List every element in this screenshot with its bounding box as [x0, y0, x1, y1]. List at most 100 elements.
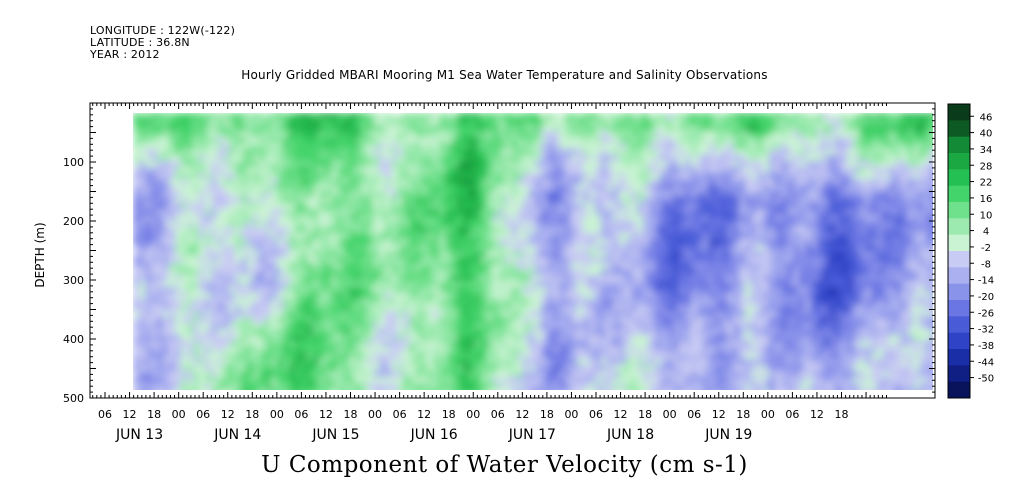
field-cell [463, 377, 470, 384]
field-cell [763, 299, 770, 306]
field-cell [403, 317, 410, 324]
field-cell [751, 281, 758, 288]
field-cell [445, 347, 452, 354]
field-cell [577, 113, 584, 120]
field-cell [265, 131, 272, 138]
field-cell [157, 365, 164, 372]
field-cell [757, 269, 764, 276]
field-cell [241, 353, 248, 360]
field-cell [505, 215, 512, 222]
field-cell [625, 317, 632, 324]
field-cell [169, 365, 176, 372]
field-cell [145, 305, 152, 312]
field-cell [451, 347, 458, 354]
field-cell [667, 377, 674, 384]
field-cell [439, 263, 446, 270]
field-cell [157, 353, 164, 360]
field-cell [553, 167, 560, 174]
field-cell [157, 119, 164, 126]
field-cell [289, 221, 296, 228]
field-cell [277, 371, 284, 378]
field-cell [235, 371, 242, 378]
field-cell [457, 215, 464, 222]
field-cell [307, 155, 314, 162]
field-cell [193, 251, 200, 258]
field-cell [583, 251, 590, 258]
field-cell [565, 179, 572, 186]
field-cell [313, 317, 320, 324]
field-cell [481, 281, 488, 288]
field-cell [199, 251, 206, 258]
field-cell [259, 173, 266, 180]
field-cell [685, 185, 692, 192]
field-cell [613, 173, 620, 180]
field-cell [289, 119, 296, 126]
field-cell [649, 251, 656, 258]
field-cell [607, 383, 614, 390]
field-cell [655, 275, 662, 282]
field-cell [691, 389, 698, 390]
field-cell [241, 359, 248, 366]
field-cell [631, 209, 638, 216]
field-cell [343, 185, 350, 192]
field-cell [163, 251, 170, 258]
field-cell [157, 239, 164, 246]
field-cell [259, 269, 266, 276]
field-cell [559, 125, 566, 132]
field-cell [715, 347, 722, 354]
field-cell [517, 281, 524, 288]
field-cell [487, 197, 494, 204]
field-cell [181, 269, 188, 276]
field-cell [277, 209, 284, 216]
field-cell [205, 317, 212, 324]
field-cell [331, 317, 338, 324]
field-cell [259, 239, 266, 246]
field-cell [487, 317, 494, 324]
field-cell [265, 143, 272, 150]
field-cell [439, 329, 446, 336]
field-cell [625, 137, 632, 144]
field-cell [145, 215, 152, 222]
field-cell [133, 323, 140, 330]
field-cell [763, 359, 770, 366]
field-cell [661, 347, 668, 354]
field-cell [619, 287, 626, 294]
chart-title: Hourly Gridded MBARI Mooring M1 Sea Wate… [241, 68, 768, 82]
field-cell [247, 191, 254, 198]
field-cell [367, 227, 374, 234]
field-cell [487, 299, 494, 306]
field-cell [301, 371, 308, 378]
field-cell [139, 311, 146, 318]
field-cell [739, 269, 746, 276]
field-cell [745, 191, 752, 198]
field-cell [421, 125, 428, 132]
field-cell [757, 197, 764, 204]
field-cell [349, 185, 356, 192]
field-cell [499, 143, 506, 150]
field-cell [283, 113, 290, 120]
field-cell [151, 155, 158, 162]
field-cell [607, 365, 614, 372]
field-cell [505, 173, 512, 180]
field-cell [427, 353, 434, 360]
field-cell [601, 143, 608, 150]
field-cell [145, 377, 152, 384]
field-cell [709, 377, 716, 384]
field-cell [673, 365, 680, 372]
field-cell [745, 257, 752, 264]
field-cell [535, 191, 542, 198]
field-cell [373, 317, 380, 324]
field-cell [547, 275, 554, 282]
field-cell [403, 347, 410, 354]
field-cell [343, 305, 350, 312]
field-cell [379, 287, 386, 294]
field-cell [493, 347, 500, 354]
field-cell [349, 191, 356, 198]
field-cell [523, 329, 530, 336]
field-cell [721, 239, 728, 246]
field-cell [541, 185, 548, 192]
field-cell [529, 317, 536, 324]
field-cell [625, 389, 632, 390]
field-cell [703, 233, 710, 240]
field-cell [559, 197, 566, 204]
